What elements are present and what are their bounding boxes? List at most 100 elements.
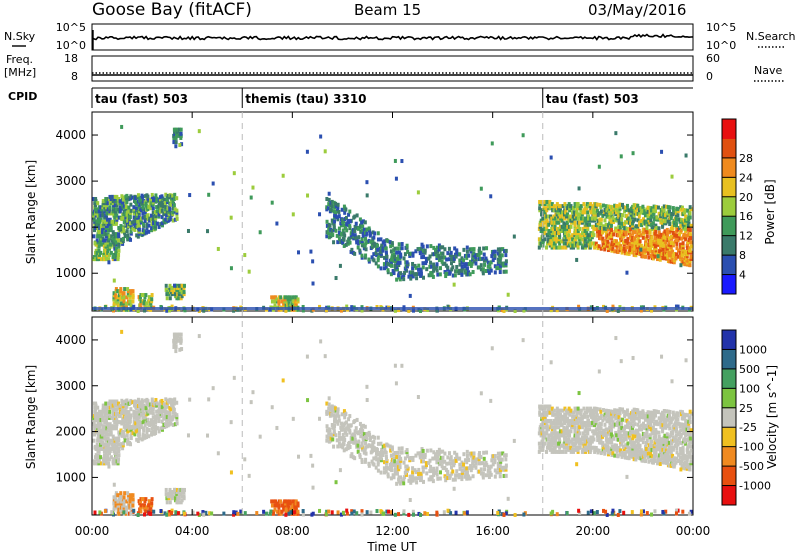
power-cell [591,224,595,229]
power-cell [653,231,657,236]
velocity-cell [371,443,375,448]
velocity-cell [632,442,636,447]
velocity-cell [634,430,638,435]
velocity-cell [117,438,121,443]
power-cell [141,205,145,210]
velocity-cell [645,426,649,431]
velocity-cell [173,342,177,347]
power-cell [482,246,486,251]
velocity-cell [394,471,398,476]
velocity-cell [589,410,593,415]
velocity-cell [173,422,177,427]
velocity-cell [114,503,118,508]
velocity-cell [616,454,620,459]
velocity-cell [574,441,578,446]
nsky-label: N.Sky [4,30,36,43]
power-cell [602,210,606,215]
velocity-cell [545,412,549,417]
power-cell [641,254,645,259]
velocity-cell [124,419,128,424]
power-cell [640,218,644,223]
power-cell [616,233,620,238]
power-cell [541,239,545,244]
velocity-cell [101,424,105,429]
velocity-cell [182,490,186,495]
power-cell [147,223,151,228]
power-cell [629,227,633,232]
power-cell [586,235,590,240]
power-cell [674,233,678,238]
power-cell [592,241,596,246]
power-cell [115,246,119,251]
velocity-cell [580,416,584,421]
velocity-cell [327,396,331,401]
velocity-cell [551,412,555,417]
power-cell [657,211,661,216]
power-cell [118,199,122,204]
power-cell [614,239,618,244]
velocity-cell [397,446,401,451]
velocity-cell [169,401,173,406]
power-cell [568,229,572,234]
power-cell [178,142,182,147]
velocity-cell [423,452,427,457]
velocity-cell [606,437,610,442]
power-cell [357,235,361,240]
power-cell [496,257,500,262]
velocity-cell [143,415,147,420]
velocity-cell [110,416,114,420]
velocity-cell [395,455,399,460]
velocity-cell [629,417,633,422]
velocity-cell [395,461,399,466]
power-cell [123,234,127,239]
velocity-cell [435,466,439,471]
velocity-cell [108,449,112,453]
velocity-cell [627,456,631,461]
velocity-cell [543,421,547,426]
power-cell [132,211,136,216]
power-cell [481,267,485,272]
velocity-cell [609,428,613,433]
power-cell [522,308,526,313]
power-cell [496,261,500,266]
velocity-cell [580,425,584,430]
power-cell [112,301,116,306]
power-cell [93,207,97,212]
velocity-cell [615,420,619,425]
velocity-cell [325,428,329,433]
power-cell [103,205,107,210]
velocity-cell [468,451,472,456]
velocity-cell [646,451,650,456]
velocity-cell [585,410,589,415]
power-cell [661,222,665,227]
power-cell [339,221,343,226]
power-cell [549,155,553,160]
power-cell [672,260,676,265]
velocity-cell [438,476,442,481]
velocity-cell [643,413,647,418]
power-cell [371,238,375,243]
power-cell [95,252,99,257]
velocity-cell [106,432,110,437]
velocity-cell [107,442,111,447]
power-cell [406,249,410,254]
velocity-cell [609,450,613,455]
power-cell [101,219,105,224]
power-cell [557,214,561,219]
power-cell [652,204,656,209]
power-cell [372,252,376,257]
velocity-cell [570,425,574,430]
power-cell [163,220,167,225]
power-cell [658,253,662,258]
velocity-cell [141,409,145,414]
power-cell [589,206,593,211]
velocity-cell [106,444,110,449]
velocity-cell [573,429,577,434]
power-cell [98,226,102,231]
velocity-cell [445,461,449,466]
velocity-cell [120,444,124,449]
velocity-cell [476,457,480,462]
velocity-cell [644,444,648,449]
power-cell [400,246,404,251]
power-cell [165,196,169,201]
